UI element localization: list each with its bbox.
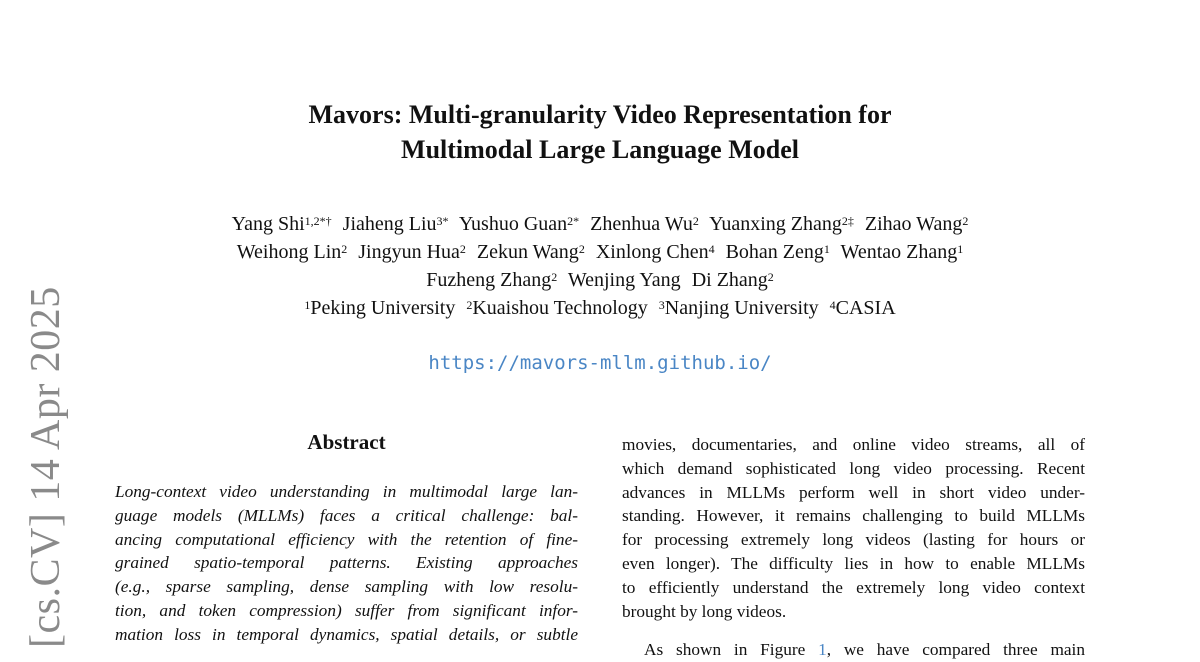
affiliation-marker: 1 <box>823 242 830 256</box>
text-line: standing. However, it remains challengin… <box>622 506 1085 526</box>
affiliation-marker: 4 <box>829 298 836 312</box>
affiliation-name: Nanjing University <box>664 297 819 319</box>
affiliations: 1Peking University 2Kuaishou Technology … <box>0 294 1200 322</box>
title-line: Multimodal Large Language Model <box>401 135 799 164</box>
author-line: Fuzheng Zhang2 Wenjing Yang Di Zhang2 <box>0 266 1200 294</box>
affiliation-name: Peking University <box>310 297 456 319</box>
affiliation-name: Kuaishou Technology <box>472 297 648 319</box>
affiliation-marker: 2 <box>767 270 774 284</box>
author-name: Di Zhang <box>691 269 768 291</box>
author-name: Yushuo Guan <box>458 213 568 235</box>
text-line: movies, documentaries, and online video … <box>622 435 1085 454</box>
text-line: for processing extremely long videos (la… <box>622 530 1085 550</box>
affiliation-marker: 1,2*† <box>304 214 332 228</box>
text-line: even longer). The difficulty lies in how… <box>622 553 1085 573</box>
affiliation-marker: 2 <box>578 242 585 256</box>
text-line: guage models (MLLMs) faces a critical ch… <box>115 505 578 525</box>
author-name: Wenjing Yang <box>567 269 681 291</box>
paper-title: Mavors: Multi-granularity Video Represen… <box>0 97 1200 167</box>
affiliation-marker: 2 <box>692 214 699 228</box>
text-line: which demand sophisticated long video pr… <box>622 458 1085 478</box>
affiliation-marker: 4 <box>708 242 715 256</box>
affiliation-marker: 2* <box>567 214 580 228</box>
author-name: Zhenhua Wu <box>590 213 693 235</box>
author-name: Xinlong Chen <box>595 241 709 263</box>
text-line: ancing computational efficiency with the… <box>115 529 578 549</box>
project-url-link[interactable]: https://mavors-mllm.github.io/ <box>428 352 772 374</box>
text-line: grained spatio-temporal patterns. Existi… <box>115 553 578 573</box>
arxiv-stamp: [cs.CV] 14 Apr 2025 <box>23 286 69 648</box>
affiliation-marker: 2 <box>459 242 466 256</box>
text-line: (e.g., sparse sampling, dense sampling w… <box>115 577 578 597</box>
text-line: As shown in Figure 1, we have compared t… <box>622 638 1085 662</box>
author-name: Zihao Wang <box>864 213 963 235</box>
text-line: brought by long videos. <box>622 601 787 621</box>
text-line: advances in MLLMs perform well in short … <box>622 482 1085 502</box>
affiliation-name: CASIA <box>835 297 896 319</box>
text-line: mation loss in temporal dynamics, spatia… <box>115 624 578 644</box>
title-line: Mavors: Multi-granularity Video Represen… <box>308 100 892 129</box>
author-name: Jingyun Hua <box>358 241 460 263</box>
author-name: Fuzheng Zhang <box>426 269 552 291</box>
affiliation-marker: 2‡ <box>841 214 854 228</box>
affiliation-marker: 2 <box>466 298 473 312</box>
affiliation-marker: 2 <box>962 214 969 228</box>
affiliation-marker: 3* <box>436 214 449 228</box>
author-name: Weihong Lin <box>236 241 342 263</box>
author-block: Yang Shi1,2*† Jiaheng Liu3* Yushuo Guan2… <box>0 210 1200 322</box>
affiliation-marker: 2 <box>341 242 348 256</box>
figure-reference-link[interactable]: 1 <box>818 640 827 660</box>
author-name: Zekun Wang <box>476 241 579 263</box>
affiliation-marker: 1 <box>957 242 964 256</box>
author-name: Wentao Zhang <box>840 241 958 263</box>
text-line: tion, and token compression) suffer from… <box>115 600 578 620</box>
author-line: Weihong Lin2 Jingyun Hua2 Zekun Wang2 Xi… <box>0 238 1200 266</box>
text-line: Long-context video understanding in mult… <box>115 482 578 501</box>
intro-text: movies, documentaries, and online video … <box>622 433 1085 662</box>
author-name: Yuanxing Zhang <box>709 213 842 235</box>
author-name: Jiaheng Liu <box>342 213 437 235</box>
author-name: Bohan Zeng <box>725 241 824 263</box>
text-segment: , we have compared three main <box>826 640 1085 660</box>
author-line: Yang Shi1,2*† Jiaheng Liu3* Yushuo Guan2… <box>0 210 1200 238</box>
affiliation-marker: 1 <box>304 298 311 312</box>
text-segment: As shown in Figure <box>644 640 819 660</box>
affiliation-marker: 2 <box>551 270 558 284</box>
affiliation-marker: 3 <box>658 298 665 312</box>
text-line: to efficiently understand the extremely … <box>622 577 1085 597</box>
author-name: Yang Shi <box>231 213 305 235</box>
abstract-heading: Abstract <box>307 430 386 454</box>
abstract-text: Long-context video understanding in mult… <box>115 480 578 647</box>
